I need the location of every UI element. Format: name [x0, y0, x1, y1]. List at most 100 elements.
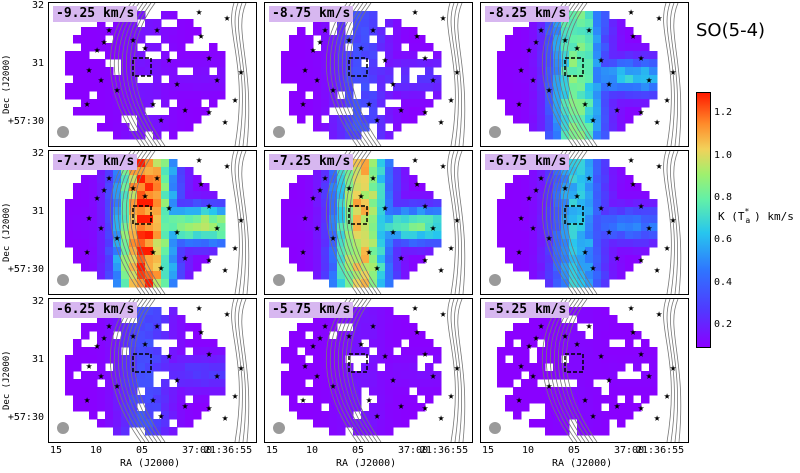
map-pixel [81, 371, 90, 380]
map-pixel [337, 347, 346, 356]
star-marker: ★ [414, 29, 421, 42]
map-pixel [609, 175, 618, 184]
map-pixel [329, 363, 338, 372]
map-pixel [393, 263, 402, 272]
map-pixel [185, 99, 194, 108]
map-pixel [617, 75, 626, 84]
map-pixel [633, 191, 642, 200]
map-pixel [353, 43, 362, 52]
map-pixel [433, 75, 442, 84]
map-pixel [641, 347, 650, 356]
beam-marker [57, 126, 69, 138]
map-pixel [145, 395, 154, 404]
map-pixel [105, 75, 114, 84]
map-pixel [625, 355, 634, 364]
map-pixel [569, 199, 578, 208]
star-marker: ★ [412, 5, 419, 18]
map-pixel [161, 91, 170, 100]
map-pixel [217, 51, 226, 60]
map-pixel [409, 403, 418, 412]
map-pixel [137, 207, 146, 216]
map-pixel [585, 403, 594, 412]
contour-line [231, 299, 240, 442]
map-pixel [577, 387, 586, 396]
map-pixel [145, 175, 154, 184]
map-pixel [89, 411, 98, 420]
map-pixel [505, 231, 514, 240]
star-marker: ★ [317, 183, 324, 196]
map-pixel [161, 99, 170, 108]
map-pixel [369, 167, 378, 176]
map-pixel [321, 35, 330, 44]
map-pixel [177, 183, 186, 192]
map-pixel [297, 183, 306, 192]
map-pixel [313, 331, 322, 340]
map-pixel [137, 331, 146, 340]
map-pixel [409, 199, 418, 208]
map-pixel [201, 215, 210, 224]
map-pixel [169, 395, 178, 404]
map-pixel [305, 215, 314, 224]
map-pixel [353, 75, 362, 84]
map-pixel [105, 315, 114, 324]
y-tick-label: 31 [31, 58, 44, 69]
map-pixel [601, 371, 610, 380]
map-pixel [153, 271, 162, 280]
map-pixel [577, 175, 586, 184]
map-pixel [353, 427, 362, 436]
map-pixel [529, 247, 538, 256]
map-pixel [609, 59, 618, 68]
map-pixel [105, 347, 114, 356]
star-marker: ★ [638, 105, 645, 118]
contour-line [673, 151, 682, 294]
map-pixel [97, 175, 106, 184]
map-pixel [161, 279, 170, 288]
map-pixel [161, 239, 170, 248]
map-pixel [537, 91, 546, 100]
star-marker: ★ [664, 389, 671, 402]
map-pixel [353, 19, 362, 28]
map-pixel [393, 215, 402, 224]
map-pixel [561, 199, 570, 208]
map-pixel [417, 331, 426, 340]
map-pixel [401, 387, 410, 396]
contour-line [341, 299, 374, 442]
star-marker: ★ [358, 41, 365, 54]
map-pixel [169, 83, 178, 92]
map-pixel [321, 107, 330, 116]
map-pixel [625, 215, 634, 224]
map-pixel [505, 379, 514, 388]
map-pixel [537, 107, 546, 116]
map-pixel [601, 363, 610, 372]
map-pixel [305, 107, 314, 116]
map-pixel [297, 83, 306, 92]
map-pixel [585, 167, 594, 176]
map-pixel [601, 123, 610, 132]
map-pixel [81, 331, 90, 340]
map-pixel [377, 43, 386, 52]
map-pixel [169, 331, 178, 340]
map-pixel [601, 255, 610, 264]
star-marker: ★ [94, 43, 101, 56]
map-pixel [505, 331, 514, 340]
map-pixel [393, 19, 402, 28]
map-pixel [145, 167, 154, 176]
map-pixel [185, 191, 194, 200]
map-pixel [617, 411, 626, 420]
map-pixel [505, 247, 514, 256]
map-pixel [425, 215, 434, 224]
map-pixel [401, 51, 410, 60]
map-pixel [633, 231, 642, 240]
map-pixel [73, 191, 82, 200]
map-pixel [609, 83, 618, 92]
map-pixel [561, 115, 570, 124]
map-pixel [185, 339, 194, 348]
map-pixel [417, 83, 426, 92]
region-box [564, 353, 584, 373]
map-pixel [105, 83, 114, 92]
map-pixel [561, 263, 570, 272]
map-pixel [545, 123, 554, 132]
map-pixel [513, 83, 522, 92]
map-pixel [601, 91, 610, 100]
map-pixel [593, 99, 602, 108]
